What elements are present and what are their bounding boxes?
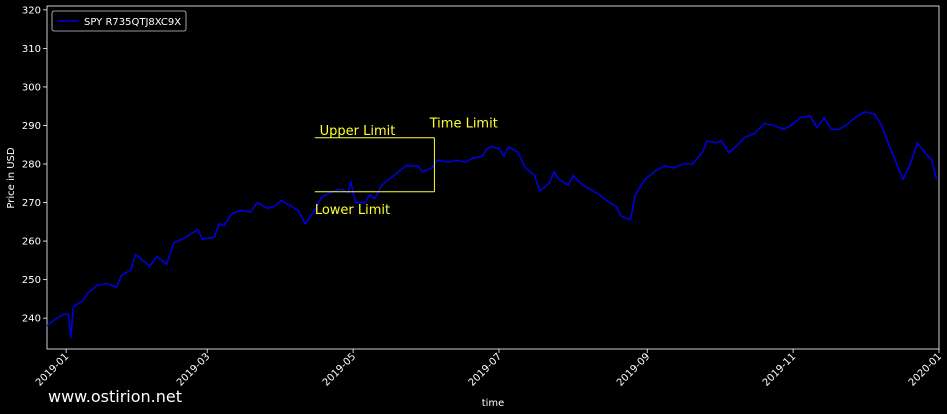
lower-limit-label: Lower Limit bbox=[315, 203, 390, 218]
legend: SPY R735QTJ8XC9X bbox=[51, 10, 187, 32]
legend-box bbox=[51, 10, 187, 32]
legend-label: SPY R735QTJ8XC9X bbox=[84, 17, 181, 28]
y-tick-label: 320 bbox=[22, 5, 41, 16]
x-axis-title: time bbox=[482, 398, 505, 409]
y-tick-label: 260 bbox=[22, 237, 41, 248]
series-line-spy bbox=[46, 111, 938, 339]
y-tick-label: 310 bbox=[22, 44, 41, 55]
y-tick-label: 290 bbox=[22, 121, 41, 132]
y-tick-label: 300 bbox=[22, 82, 41, 93]
time-limit-label: Time Limit bbox=[429, 116, 498, 131]
limit-box bbox=[314, 137, 435, 193]
annotations: Upper Limit Lower Limit Time Limit bbox=[315, 116, 498, 218]
y-tick-label: 280 bbox=[22, 160, 41, 171]
plot-frame bbox=[46, 5, 940, 350]
watermark: www.ostirion.net bbox=[48, 387, 182, 406]
upper-limit-label: Upper Limit bbox=[320, 124, 396, 139]
y-tick-label: 270 bbox=[22, 198, 41, 209]
y-tick-label: 250 bbox=[22, 275, 41, 286]
y-tick-label: 240 bbox=[22, 314, 41, 325]
y-axis: 240 250 260 270 280 290 300 310 320 bbox=[22, 5, 47, 325]
y-axis-title: Price in USD bbox=[6, 147, 17, 209]
